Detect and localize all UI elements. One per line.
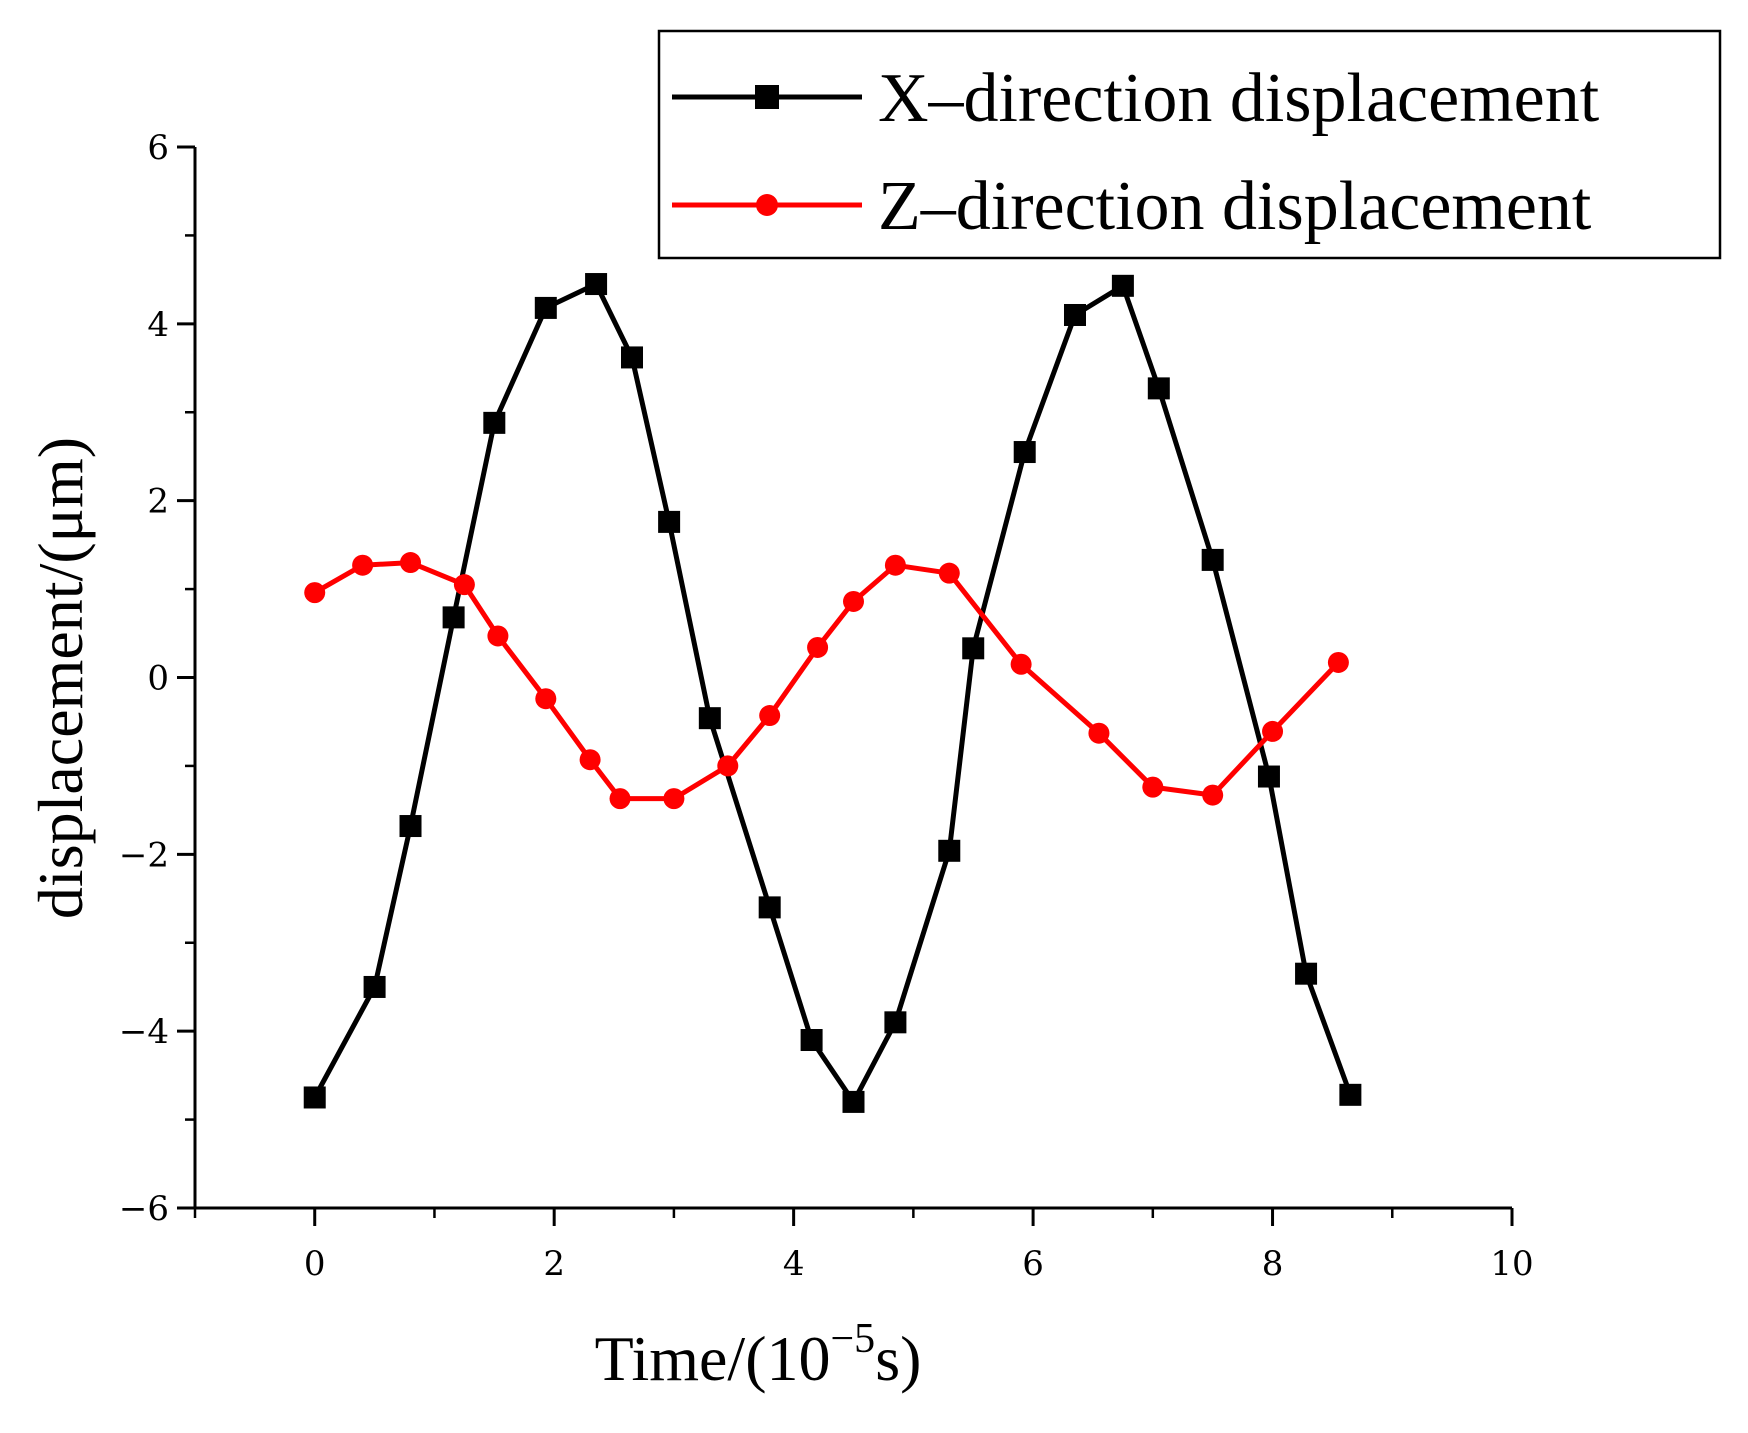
data-point-square bbox=[399, 815, 422, 838]
data-point-square bbox=[1339, 1083, 1362, 1106]
data-point-square bbox=[1147, 377, 1170, 400]
data-point-square bbox=[1013, 441, 1036, 464]
data-point-circle bbox=[1088, 722, 1110, 744]
series-group bbox=[303, 273, 1362, 1113]
x-tick-label: 6 bbox=[1022, 1244, 1044, 1284]
data-point-square bbox=[1201, 548, 1224, 571]
data-point-circle bbox=[352, 554, 374, 576]
data-point-circle bbox=[1262, 720, 1284, 742]
series-line bbox=[312, 281, 1353, 1105]
data-point-square bbox=[534, 296, 557, 319]
series-line bbox=[313, 560, 1341, 802]
data-point-circle bbox=[579, 749, 601, 771]
data-point-circle bbox=[759, 705, 781, 727]
legend-label: X–direction displacement bbox=[878, 60, 1600, 137]
y-tick-label: 2 bbox=[147, 482, 169, 522]
data-point-circle bbox=[663, 788, 685, 810]
y-tick-label: −4 bbox=[119, 1012, 169, 1052]
x-tick-label: 10 bbox=[1490, 1244, 1533, 1284]
data-point-circle bbox=[304, 582, 326, 604]
data-point-square bbox=[442, 606, 465, 629]
x-axis-title: Time/(10−5s) bbox=[595, 1316, 922, 1394]
data-point-square bbox=[842, 1090, 865, 1113]
legend-box bbox=[657, 29, 1722, 260]
data-point-circle bbox=[807, 636, 829, 658]
data-point-square bbox=[621, 346, 644, 369]
y-tick-label: −6 bbox=[119, 1189, 169, 1229]
data-point-circle bbox=[1202, 784, 1224, 806]
x-tick-label: 2 bbox=[543, 1244, 565, 1284]
data-point-square bbox=[363, 975, 386, 998]
data-point-circle bbox=[400, 552, 422, 574]
data-point-square bbox=[483, 411, 506, 434]
data-point-square bbox=[1063, 303, 1086, 326]
data-point-square bbox=[800, 1029, 823, 1052]
data-point-square bbox=[658, 510, 681, 533]
data-point-circle bbox=[1327, 651, 1349, 673]
data-point-circle bbox=[938, 562, 960, 584]
x-axis-title-base: Time/(10 bbox=[595, 1323, 831, 1394]
legend-label: Z–direction displacement bbox=[878, 168, 1592, 245]
x-tick-label: 0 bbox=[304, 1244, 326, 1284]
data-point-circle bbox=[843, 590, 864, 612]
data-point-square bbox=[1257, 765, 1280, 788]
legend: X–direction displacement Z–direction disp… bbox=[657, 29, 1722, 260]
y-tick-label: 6 bbox=[147, 128, 169, 168]
y-axis-title: displacement/(μm) bbox=[25, 437, 96, 919]
data-point-circle bbox=[453, 574, 475, 596]
data-point-circle bbox=[1010, 653, 1032, 675]
data-point-square bbox=[758, 896, 781, 919]
y-tick-label: 0 bbox=[147, 659, 169, 699]
y-tick-label: −2 bbox=[119, 835, 169, 875]
data-point-square bbox=[585, 273, 608, 296]
data-point-square bbox=[962, 637, 985, 660]
data-point-circle bbox=[487, 625, 509, 647]
legend-marker-square bbox=[755, 85, 779, 109]
data-point-circle bbox=[609, 788, 631, 810]
data-point-circle bbox=[535, 688, 557, 710]
data-point-square bbox=[1295, 962, 1318, 985]
data-point-square bbox=[303, 1086, 326, 1109]
axes: −6 −4 −2 0 2 4 6 0 2 4 6 8 10 bbox=[119, 128, 1534, 1284]
data-point-square bbox=[698, 707, 721, 730]
data-point-circle bbox=[1142, 776, 1164, 798]
x-tick-label: 4 bbox=[783, 1244, 805, 1284]
data-point-square bbox=[938, 839, 961, 862]
data-point-square bbox=[1111, 274, 1134, 297]
x-tick-label: 8 bbox=[1262, 1244, 1284, 1284]
x-axis-title-exponent: −5 bbox=[831, 1316, 876, 1362]
data-point-square bbox=[884, 1011, 907, 1034]
y-tick-label: 4 bbox=[147, 305, 169, 345]
legend-marker-circle bbox=[756, 194, 778, 216]
x-axis-title-suffix: s) bbox=[875, 1323, 921, 1394]
data-point-circle bbox=[717, 755, 739, 777]
data-point-circle bbox=[884, 554, 906, 576]
